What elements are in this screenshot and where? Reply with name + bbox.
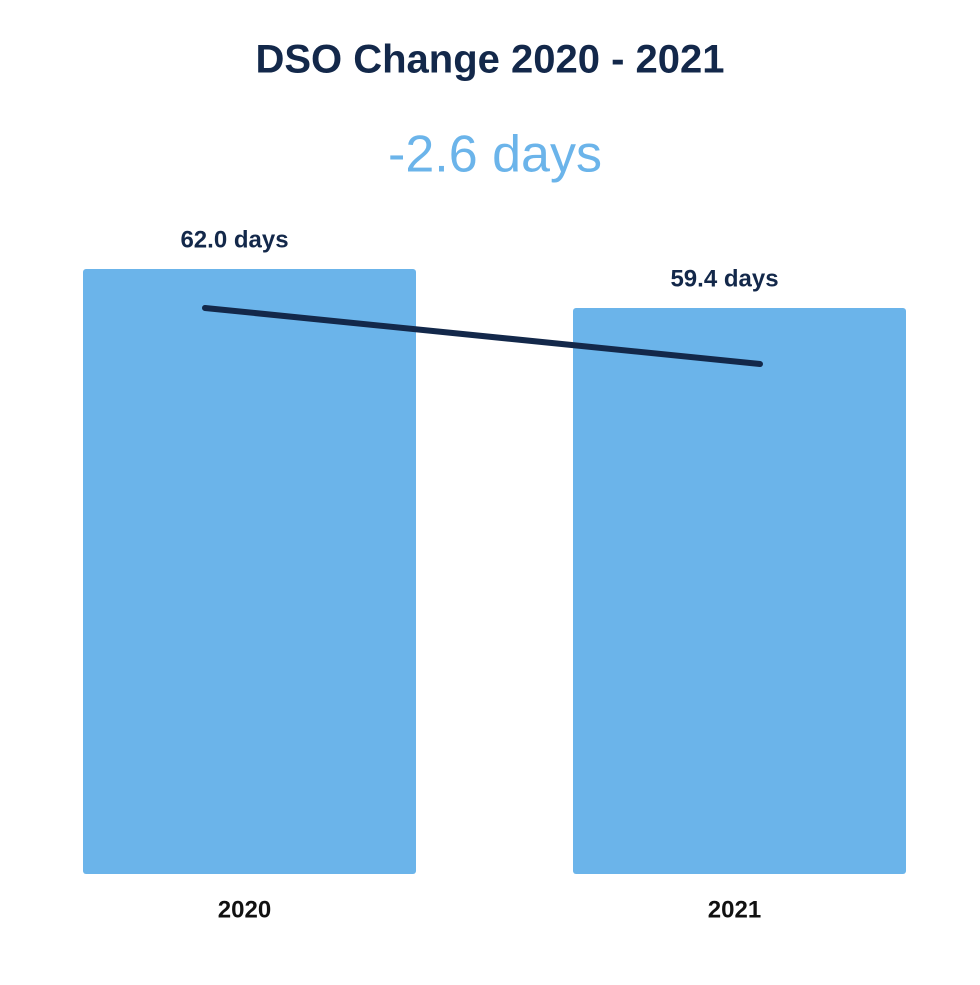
x-tick-label: 2020 — [218, 896, 271, 923]
value-label: 62.0 days — [180, 226, 288, 253]
value-label: 59.4 days — [670, 265, 778, 292]
x-tick-label: 2021 — [708, 896, 761, 923]
trend-line — [202, 305, 763, 367]
bar — [83, 269, 416, 874]
chart-title: DSO Change 2020 - 2021 — [255, 38, 724, 82]
chart-subtitle: -2.6 days — [388, 126, 602, 184]
bar — [573, 308, 906, 875]
plot: 62.0 days 2020 59.4 days 2021 — [83, 226, 906, 923]
